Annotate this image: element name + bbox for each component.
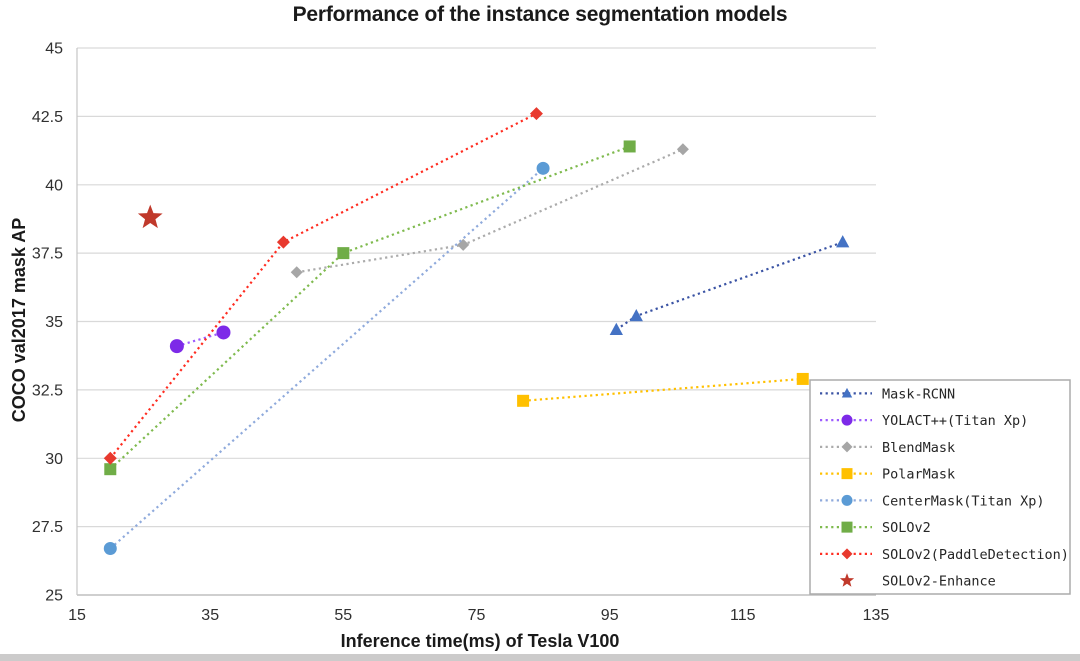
x-tick-label: 15 — [68, 607, 86, 624]
legend-marker — [841, 494, 853, 506]
series-marker — [103, 451, 117, 465]
legend-item: Mask-RCNN — [820, 386, 955, 402]
legend-label: SOLOv2 — [882, 520, 931, 536]
series-line — [523, 377, 803, 402]
chart-title: Performance of the instance segmentation… — [292, 3, 788, 26]
series-marker — [609, 322, 623, 335]
series-marker — [104, 463, 117, 476]
legend-item: BlendMask — [820, 440, 955, 456]
legend-label: SOLOv2-Enhance — [882, 574, 996, 590]
y-tick-label: 40 — [45, 177, 63, 194]
y-tick-label: 32.5 — [32, 382, 63, 399]
x-tick-label: 55 — [334, 607, 352, 624]
legend-marker — [841, 468, 853, 480]
series-line — [109, 167, 544, 550]
legend-label: PolarMask — [882, 467, 955, 483]
y-tick-label: 30 — [45, 451, 63, 468]
x-axis-title: Inference time(ms) of Tesla V100 — [340, 631, 620, 651]
series-line — [109, 145, 630, 471]
y-tick-label: 45 — [45, 41, 63, 58]
series-marker — [457, 238, 470, 251]
legend-marker — [841, 521, 853, 533]
series-marker — [676, 143, 689, 156]
legend-label: Mask-RCNN — [882, 386, 955, 402]
series-marker — [629, 309, 643, 322]
series-marker — [137, 204, 163, 229]
legend-item: PolarMask — [820, 467, 955, 483]
y-tick-label: 42.5 — [32, 109, 63, 126]
y-tick-label: 25 — [45, 588, 63, 605]
series-marker — [276, 235, 290, 249]
series-marker — [103, 542, 117, 556]
x-tick-label: 135 — [863, 607, 890, 624]
series-marker — [623, 140, 636, 153]
x-tick-label: 115 — [730, 607, 756, 624]
x-tick-label: 75 — [468, 607, 486, 624]
series-line — [109, 112, 537, 459]
series-marker — [836, 235, 850, 248]
series-marker — [796, 372, 809, 385]
legend-item: CenterMask(Titan Xp) — [820, 493, 1045, 509]
legend-item: SOLOv2 — [820, 520, 931, 536]
window-bottom-edge — [0, 654, 1080, 661]
legend-marker — [841, 414, 853, 426]
series-marker — [536, 161, 550, 175]
series-marker — [517, 394, 530, 407]
series-marker — [337, 247, 350, 260]
series-marker — [216, 325, 231, 340]
series-marker — [529, 107, 543, 121]
legend-marker — [841, 441, 853, 453]
legend-label: CenterMask(Titan Xp) — [882, 493, 1045, 509]
legend-marker — [841, 387, 853, 398]
x-tick-label: 35 — [201, 607, 219, 624]
legend-box: Mask-RCNN YOLACT++(Titan Xp) BlendMask Pola… — [809, 379, 1071, 595]
legend-label: YOLACT++(Titan Xp) — [882, 413, 1028, 429]
series-line — [296, 148, 684, 274]
legend-label: SOLOv2(PaddleDetection) — [882, 547, 1069, 563]
series-marker — [290, 266, 303, 279]
y-tick-label: 27.5 — [32, 519, 63, 536]
y-tick-label: 35 — [45, 314, 63, 331]
x-tick-label: 95 — [601, 607, 619, 624]
series-line — [176, 331, 224, 348]
legend-item: YOLACT++(Titan Xp) — [820, 413, 1028, 429]
legend-marker — [839, 573, 855, 587]
y-tick-label: 37.5 — [32, 246, 63, 263]
series-marker — [169, 339, 184, 354]
legend-item: SOLOv2(PaddleDetection) — [820, 547, 1069, 563]
legend-marker — [841, 548, 853, 560]
legend-label: BlendMask — [882, 440, 955, 456]
legend-item: SOLOv2-Enhance — [839, 573, 996, 590]
series-line — [615, 241, 844, 331]
